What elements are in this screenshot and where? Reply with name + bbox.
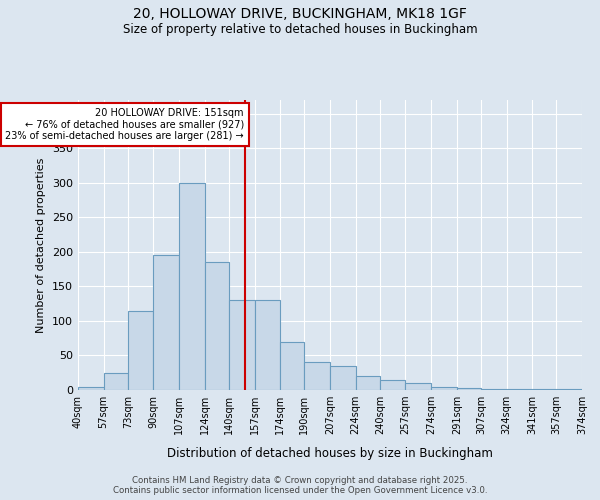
Bar [78,386,104,390]
Text: 20 HOLLOWAY DRIVE: 151sqm
← 76% of detached houses are smaller (927)
23% of semi: 20 HOLLOWAY DRIVE: 151sqm ← 76% of detac… [5,108,244,142]
Bar [356,376,380,390]
Bar [179,183,205,390]
Text: Size of property relative to detached houses in Buckingham: Size of property relative to detached ho… [122,22,478,36]
Y-axis label: Number of detached properties: Number of detached properties [37,158,46,332]
Bar [205,262,229,390]
Bar [431,386,457,390]
Bar [457,388,481,390]
Bar [280,342,304,390]
Bar [406,383,431,390]
Text: Distribution of detached houses by size in Buckingham: Distribution of detached houses by size … [167,448,493,460]
Text: 20, HOLLOWAY DRIVE, BUCKINGHAM, MK18 1GF: 20, HOLLOWAY DRIVE, BUCKINGHAM, MK18 1GF [133,8,467,22]
Bar [154,256,179,390]
Bar [229,300,254,390]
Bar [481,388,506,390]
Bar [380,380,406,390]
Bar [104,372,128,390]
Bar [254,300,280,390]
Text: Contains HM Land Registry data © Crown copyright and database right 2025.
Contai: Contains HM Land Registry data © Crown c… [113,476,487,495]
Bar [128,310,154,390]
Bar [304,362,330,390]
Bar [330,366,356,390]
